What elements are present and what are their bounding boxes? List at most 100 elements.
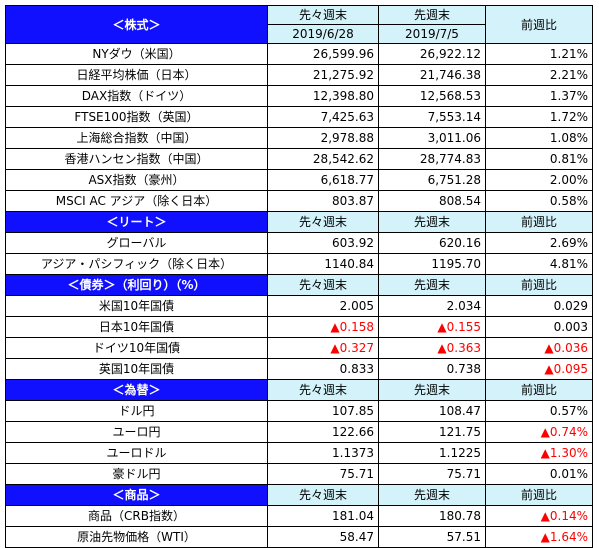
col-header-last-week: 先週末 (378, 274, 486, 296)
stocks-row-last: 6,751.28 (378, 169, 486, 191)
reit-row-label: グローバル (5, 232, 268, 254)
stocks-row-prev: 26,599.96 (267, 43, 379, 65)
commodities-row-prev: 181.04 (267, 505, 379, 527)
fx-row-last: 1.1225 (378, 442, 486, 464)
stocks-row-label: NYダウ（米国） (5, 43, 268, 65)
reit-row-label: アジア・パシフィック（除く日本） (5, 253, 268, 275)
reit-row-prev: 603.92 (267, 232, 379, 254)
fx-row: 豪ドル円 75.71 75.71 0.01% (5, 463, 593, 485)
fx-header-row: ＜為替＞ 先々週末 先週末 前週比 (5, 379, 593, 401)
stocks-row: 日経平均株価（日本） 21,275.92 21,746.38 2.21% (5, 64, 593, 86)
col-header-change: 前週比 (485, 211, 593, 233)
fx-row-change: 0.57% (485, 400, 593, 422)
bonds-row-label: 日本10年国債 (5, 316, 268, 338)
bonds-row-prev: ▲0.158 (267, 316, 379, 338)
stocks-row: DAX指数（ドイツ） 12,398.80 12,568.53 1.37% (5, 85, 593, 107)
stocks-row: NYダウ（米国） 26,599.96 26,922.12 1.21% (5, 43, 593, 65)
commodities-row: 商品（CRB指数） 181.04 180.78 ▲0.14% (5, 505, 593, 527)
fx-row-label: 豪ドル円 (5, 463, 268, 485)
bonds-row-change: ▲0.036 (485, 337, 593, 359)
bonds-row-change: 0.029 (485, 295, 593, 317)
stocks-row-change: 2.21% (485, 64, 593, 86)
commodities-row-change: ▲0.14% (485, 505, 593, 527)
fx-row-last: 75.71 (378, 463, 486, 485)
stocks-section-header: ＜株式＞ (5, 5, 268, 44)
reit-row-prev: 1140.84 (267, 253, 379, 275)
stocks-row-last: 808.54 (378, 190, 486, 212)
fx-row-prev: 1.1373 (267, 442, 379, 464)
bonds-row-label: ドイツ10年国債 (5, 337, 268, 359)
stocks-date-row: 2019/6/28 2019/7/5 (6, 24, 593, 44)
stocks-row-change: 1.21% (485, 43, 593, 65)
stocks-header-row: ＜株式＞ 先々週末 先週末 前週比 (5, 5, 593, 44)
bonds-row-change: ▲0.095 (485, 358, 593, 380)
col-header-prev-week: 先々週末 (267, 274, 379, 296)
col-header-prev-week: 先々週末 (267, 211, 379, 233)
stocks-row-prev: 28,542.62 (267, 148, 379, 170)
bonds-row-prev: 0.833 (267, 358, 379, 380)
bonds-row: 日本10年国債 ▲0.158 ▲0.155 0.003 (5, 316, 593, 338)
col-header-prev-week: 先々週末 (267, 379, 379, 401)
bonds-row: ドイツ10年国債 ▲0.327 ▲0.363 ▲0.036 (5, 337, 593, 359)
stocks-row-last: 21,746.38 (378, 64, 486, 86)
stocks-row-prev: 6,618.77 (267, 169, 379, 191)
stocks-row-change: 1.37% (485, 85, 593, 107)
commodities-row-last: 180.78 (378, 505, 486, 527)
commodities-header-row: ＜商品＞ 先々週末 先週末 前週比 (5, 484, 593, 506)
bonds-row-prev: 2.005 (267, 295, 379, 317)
bonds-row: 英国10年国債 0.833 0.738 ▲0.095 (5, 358, 593, 380)
fx-row-prev: 107.85 (267, 400, 379, 422)
reit-row-change: 4.81% (485, 253, 593, 275)
fx-section-header: ＜為替＞ (5, 379, 268, 401)
stocks-row: ASX指数（豪州） 6,618.77 6,751.28 2.00% (5, 169, 593, 191)
fx-row-label: ユーロドル (5, 442, 268, 464)
stocks-row-label: ASX指数（豪州） (5, 169, 268, 191)
col-header-last-week: 先週末 (378, 379, 486, 401)
reit-row-last: 1195.70 (378, 253, 486, 275)
reit-row-change: 2.69% (485, 232, 593, 254)
col-header-change: 前週比 (485, 484, 593, 506)
fx-row: ドル円 107.85 108.47 0.57% (5, 400, 593, 422)
reit-section-header: ＜リート＞ (5, 211, 268, 233)
stocks-row-prev: 12,398.80 (267, 85, 379, 107)
market-table-body: ＜株式＞ 先々週末 先週末 前週比 2019/6/28 2019/7/5 NYダ… (5, 5, 593, 548)
market-table: ＜株式＞ 先々週末 先週末 前週比 2019/6/28 2019/7/5 NYダ… (5, 5, 593, 548)
stocks-row-change: 0.81% (485, 148, 593, 170)
stocks-row-label: 上海総合指数（中国） (5, 127, 268, 149)
bonds-row-last: ▲0.363 (378, 337, 486, 359)
bonds-row-change: 0.003 (485, 316, 593, 338)
bonds-row-last: 2.034 (378, 295, 486, 317)
stocks-row-last: 26,922.12 (378, 43, 486, 65)
fx-row-last: 108.47 (378, 400, 486, 422)
stocks-row: 香港ハンセン指数（中国） 28,542.62 28,774.83 0.81% (5, 148, 593, 170)
date-prev-week: 2019/6/28 (267, 24, 379, 44)
col-header-change: 前週比 (485, 379, 593, 401)
stocks-row-prev: 7,425.63 (267, 106, 379, 128)
bonds-row-label: 英国10年国債 (5, 358, 268, 380)
fx-row-change: 0.01% (485, 463, 593, 485)
stocks-row: 上海総合指数（中国） 2,978.88 3,011.06 1.08% (5, 127, 593, 149)
stocks-row-label: 日経平均株価（日本） (5, 64, 268, 86)
stocks-row-change: 1.72% (485, 106, 593, 128)
bonds-row: 米国10年国債 2.005 2.034 0.029 (5, 295, 593, 317)
stocks-row-label: DAX指数（ドイツ） (5, 85, 268, 107)
stocks-row-last: 12,568.53 (378, 85, 486, 107)
stocks-row-change: 1.08% (485, 127, 593, 149)
fx-row-label: ドル円 (5, 400, 268, 422)
stocks-row-label: FTSE100指数（英国） (5, 106, 268, 128)
stocks-row: MSCI AC アジア（除く日本） 803.87 808.54 0.58% (5, 190, 593, 212)
fx-row-change: ▲1.30% (485, 442, 593, 464)
commodities-section-header: ＜商品＞ (5, 484, 268, 506)
reit-header-row: ＜リート＞ 先々週末 先週末 前週比 (5, 211, 593, 233)
fx-row: ユーロ円 122.66 121.75 ▲0.74% (5, 421, 593, 443)
stocks-row-last: 28,774.83 (378, 148, 486, 170)
stocks-row-change: 2.00% (485, 169, 593, 191)
fx-row-last: 121.75 (378, 421, 486, 443)
bonds-section-header: ＜債券＞（利回り）（%） (5, 274, 268, 296)
col-header-last-week: 先週末 (378, 484, 486, 506)
bonds-header-row: ＜債券＞（利回り）（%） 先々週末 先週末 前週比 (5, 274, 593, 296)
bonds-row-label: 米国10年国債 (5, 295, 268, 317)
stocks-row-change: 0.58% (485, 190, 593, 212)
bonds-row-last: ▲0.155 (378, 316, 486, 338)
date-last-week: 2019/7/5 (378, 24, 486, 44)
